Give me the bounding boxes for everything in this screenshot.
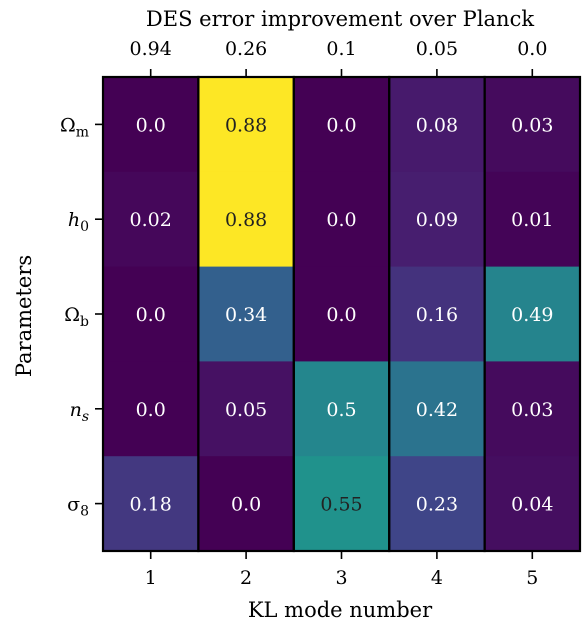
heatmap-cell xyxy=(484,171,581,268)
y-tick-label: Ωm xyxy=(60,114,89,140)
heatmap-cell xyxy=(293,361,390,457)
heatmap-cell xyxy=(293,77,390,173)
y-tick-label: Ωb xyxy=(64,304,89,330)
top-tick-label: 0.94 xyxy=(130,38,172,60)
cell-value-label: 0.34 xyxy=(225,304,267,326)
cell-value-label: 0.55 xyxy=(320,494,362,516)
heatmap-cell xyxy=(389,456,486,552)
heatmap-cell xyxy=(389,266,486,362)
heatmap-cell xyxy=(389,361,486,457)
axes: 1 2 3 4 5 0.94 0.26 0.1 0.05 0.0 Ωm h0 Ωb ns σ8 xyxy=(60,38,581,589)
cell-value-label: 0.0 xyxy=(326,304,356,326)
heatmap-cell xyxy=(484,266,581,362)
cell-value-label: 0.08 xyxy=(416,114,458,136)
heatmap-cell xyxy=(103,171,199,268)
heatmap-cells: 0.0 0.88 0.0 0.08 0.03 0.02 0.88 0.0 0.09 0.01 0.0… xyxy=(103,77,581,552)
cell-value-label: 0.04 xyxy=(511,494,553,516)
x-tick-label: 3 xyxy=(335,567,347,589)
y-axis-label: Parameters xyxy=(12,255,36,377)
cell-value-label: 0.49 xyxy=(511,304,553,326)
heatmap-cell xyxy=(198,456,295,552)
heatmap-cell xyxy=(293,456,390,552)
heatmap-cell xyxy=(389,77,486,173)
cell-value-label: 0.0 xyxy=(326,209,356,231)
top-tick-label: 0.05 xyxy=(416,38,458,60)
cell-value-label: 0.42 xyxy=(416,399,458,421)
x-tick-label: 5 xyxy=(526,567,538,589)
cell-value-label: 0.0 xyxy=(326,114,356,136)
cell-value-label: 0.0 xyxy=(136,114,166,136)
heatmap-cell xyxy=(389,171,486,268)
heatmap-cell xyxy=(198,266,295,362)
heatmap-cell xyxy=(484,361,581,457)
cell-value-label: 0.16 xyxy=(416,304,458,326)
x-tick-label: 2 xyxy=(240,567,252,589)
heatmap-cell xyxy=(198,171,295,268)
heatmap-cell xyxy=(103,77,199,173)
cell-value-label: 0.09 xyxy=(416,209,458,231)
heatmap-cell xyxy=(293,171,390,268)
cell-value-label: 0.0 xyxy=(136,304,166,326)
x-tick-label: 1 xyxy=(145,567,157,589)
heatmap-cell xyxy=(103,361,199,457)
heatmap-cell xyxy=(198,77,295,173)
y-tick-label: σ8 xyxy=(67,494,89,520)
cell-value-label: 0.02 xyxy=(130,209,172,231)
cell-value-label: 0.03 xyxy=(511,399,553,421)
cell-value-label: 0.88 xyxy=(225,114,267,136)
cell-value-label: 0.0 xyxy=(231,494,261,516)
heatmap-cell xyxy=(484,77,581,173)
cell-value-label: 0.05 xyxy=(225,399,267,421)
cell-value-label: 0.03 xyxy=(511,114,553,136)
heatmap-cell xyxy=(293,266,390,362)
top-tick-label: 0.1 xyxy=(326,38,356,60)
y-tick-label: ns xyxy=(70,399,89,425)
x-tick-label: 4 xyxy=(431,567,443,589)
cell-value-label: 0.5 xyxy=(326,399,356,421)
top-axis-title: DES error improvement over Planck xyxy=(146,7,534,31)
top-tick-label: 0.26 xyxy=(225,38,267,60)
cell-value-label: 0.0 xyxy=(136,399,166,421)
heatmap-cell xyxy=(484,456,581,552)
cell-value-label: 0.88 xyxy=(225,209,267,231)
cell-value-label: 0.01 xyxy=(511,209,553,231)
cell-value-label: 0.23 xyxy=(416,494,458,516)
y-tick-label: h0 xyxy=(68,209,89,235)
heatmap-cell xyxy=(103,266,199,362)
top-tick-label: 0.0 xyxy=(517,38,547,60)
x-axis-label: KL mode number xyxy=(248,598,433,622)
heatmap-cell xyxy=(103,456,199,552)
heatmap-cell xyxy=(198,361,295,457)
cell-value-label: 0.18 xyxy=(130,494,172,516)
